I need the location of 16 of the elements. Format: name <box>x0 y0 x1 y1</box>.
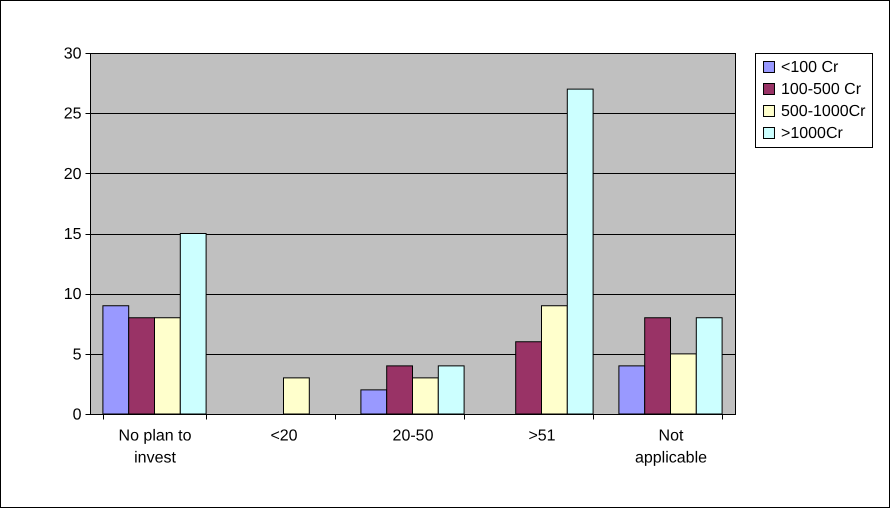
y-tick-label: 15 <box>64 226 82 243</box>
legend-label: <100 Cr <box>781 59 840 76</box>
legend-label: 100-500 Cr <box>781 81 862 98</box>
y-tick-label: 0 <box>72 406 82 424</box>
x-tick-label: Not applicable <box>634 428 708 466</box>
legend-label: >1000Cr <box>781 125 844 142</box>
y-tick-label: 10 <box>64 286 82 304</box>
y-tick-label: 5 <box>72 346 82 364</box>
y-tick-label: 20 <box>64 166 82 183</box>
x-tick-label: >51 <box>528 428 556 444</box>
y-tick-label: 25 <box>64 106 82 123</box>
x-tick-label: <20 <box>270 428 298 444</box>
x-tick-label: No plan to invest <box>118 428 192 466</box>
x-tick-label: 20-50 <box>392 428 434 444</box>
y-tick-label: 30 <box>64 46 82 62</box>
legend-label: 500-1000Cr <box>781 103 866 120</box>
